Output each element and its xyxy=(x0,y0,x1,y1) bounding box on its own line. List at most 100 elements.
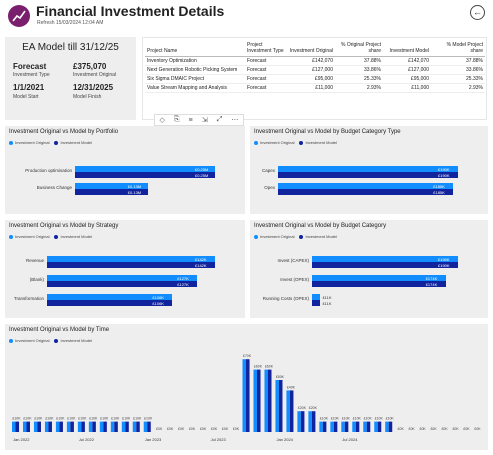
bar-original[interactable] xyxy=(312,294,321,300)
column-header[interactable]: Investment Model xyxy=(383,40,431,57)
time-bar-original[interactable] xyxy=(55,421,60,432)
back-arrow-icon[interactable]: ← xyxy=(470,5,485,20)
time-bar-original[interactable] xyxy=(110,421,115,432)
time-bar-model[interactable] xyxy=(257,369,261,432)
legend-item-model[interactable]: Investment Model xyxy=(54,234,92,239)
time-bar-model[interactable] xyxy=(289,390,294,432)
column-header[interactable]: % Original Project share xyxy=(335,40,383,57)
filter-icon[interactable]: ≡ xyxy=(188,116,193,124)
bar-model[interactable] xyxy=(312,281,446,287)
time-bar-model[interactable] xyxy=(59,421,63,432)
bar-original[interactable] xyxy=(47,256,215,262)
table-row[interactable]: Next Generation Robotic Picking System Fo… xyxy=(145,65,485,75)
time-bar-original[interactable] xyxy=(77,421,82,432)
copy-icon[interactable]: ⎘ xyxy=(173,116,180,123)
bar-model[interactable] xyxy=(47,300,173,306)
legend-item-model[interactable]: Investment Model xyxy=(299,140,337,145)
time-bar-original[interactable] xyxy=(374,421,378,432)
time-bar-model[interactable] xyxy=(355,421,360,432)
bar-model[interactable] xyxy=(278,172,458,178)
time-bar-model[interactable] xyxy=(366,421,371,432)
time-bar-original[interactable] xyxy=(99,421,104,432)
time-bar-original[interactable] xyxy=(352,421,356,432)
time-bar-model[interactable] xyxy=(70,421,74,432)
time-bar-original[interactable] xyxy=(286,390,290,432)
legend-item-original[interactable]: Investment Original xyxy=(9,140,49,145)
time-bar-model[interactable] xyxy=(26,421,31,432)
time-bar-model[interactable] xyxy=(103,421,107,432)
time-bar-model[interactable] xyxy=(37,421,41,432)
export-icon[interactable]: ⇲ xyxy=(201,117,208,124)
time-bar-model[interactable] xyxy=(300,411,305,432)
time-bar-original[interactable] xyxy=(242,359,247,432)
time-bar-model[interactable] xyxy=(377,421,382,432)
time-bar-original[interactable] xyxy=(44,421,49,432)
bar-model[interactable] xyxy=(312,300,321,306)
time-bar-original[interactable] xyxy=(308,411,312,432)
legend-item-model[interactable]: Investment Model xyxy=(299,234,337,239)
time-bar-model[interactable] xyxy=(114,421,118,432)
time-bar-model[interactable] xyxy=(92,421,96,432)
time-bar-model[interactable] xyxy=(125,421,129,432)
bar-original[interactable] xyxy=(47,275,198,281)
legend-item-original[interactable]: Investment Original xyxy=(9,338,49,343)
time-bar-model[interactable] xyxy=(81,421,85,432)
time-bar-original[interactable] xyxy=(66,421,71,432)
time-bar-original[interactable] xyxy=(319,421,323,432)
time-bar-model[interactable] xyxy=(278,380,283,432)
legend-item-original[interactable]: Investment Original xyxy=(254,234,294,239)
bar-original[interactable] xyxy=(75,166,215,172)
bar-original[interactable] xyxy=(278,183,454,189)
bar-original[interactable] xyxy=(278,166,458,172)
time-bar-original[interactable] xyxy=(264,369,268,432)
time-bar-model[interactable] xyxy=(311,411,316,432)
bar-original[interactable] xyxy=(75,183,148,189)
time-bar-model[interactable] xyxy=(48,421,52,432)
bar-model[interactable] xyxy=(47,281,198,287)
bar-model[interactable] xyxy=(312,262,458,268)
column-header[interactable]: % Model Project share xyxy=(431,40,485,57)
time-bar-original[interactable] xyxy=(143,421,148,432)
time-bar-original[interactable] xyxy=(363,421,367,432)
bar-model[interactable] xyxy=(75,189,148,195)
table-row[interactable]: Six Sigma DMAIC Project Forecast £95,000 25… xyxy=(145,74,485,84)
table-row[interactable]: Value Stream Mapping and Analysis Forecas… xyxy=(145,83,485,93)
time-bar-original[interactable] xyxy=(22,421,27,432)
pin-icon[interactable]: ◇ xyxy=(159,117,165,124)
time-bar-original[interactable] xyxy=(341,421,345,432)
column-header[interactable]: Investment Original xyxy=(287,40,335,57)
time-bar-model[interactable] xyxy=(246,359,250,432)
time-bar-original[interactable] xyxy=(275,380,279,432)
time-bar-original[interactable] xyxy=(121,421,126,432)
time-bar-model[interactable] xyxy=(15,421,20,432)
bar-model[interactable] xyxy=(75,172,215,178)
bar-model[interactable] xyxy=(278,189,454,195)
column-header[interactable]: Project Investment Type xyxy=(245,40,287,57)
bar-original[interactable] xyxy=(312,275,446,281)
time-bar-original[interactable] xyxy=(132,421,137,432)
time-bar-model[interactable] xyxy=(267,369,272,432)
more-options-icon[interactable]: ⋯ xyxy=(231,117,239,124)
time-bar-original[interactable] xyxy=(385,421,389,432)
legend-item-original[interactable]: Investment Original xyxy=(9,234,49,239)
time-bar-original[interactable] xyxy=(12,421,16,432)
bar-original[interactable] xyxy=(47,294,173,300)
time-bar-model[interactable] xyxy=(388,421,393,432)
time-bar-original[interactable] xyxy=(88,421,93,432)
time-bar-original[interactable] xyxy=(297,411,301,432)
legend-item-model[interactable]: Investment Model xyxy=(54,140,92,145)
table-row[interactable]: Inventory Optimization Forecast £142,070 37… xyxy=(145,56,485,66)
time-bar-original[interactable] xyxy=(253,369,258,432)
legend-item-original[interactable]: Investment Original xyxy=(254,140,294,145)
bar-model[interactable] xyxy=(47,262,215,268)
time-bar-model[interactable] xyxy=(147,421,151,432)
time-bar-original[interactable] xyxy=(33,421,38,432)
time-bar-model[interactable] xyxy=(136,421,140,432)
time-bar-model[interactable] xyxy=(322,421,327,432)
column-header[interactable]: Project Name xyxy=(145,40,245,57)
bar-original[interactable] xyxy=(312,256,458,262)
time-bar-model[interactable] xyxy=(333,421,338,432)
time-bar-original[interactable] xyxy=(330,421,334,432)
legend-item-model[interactable]: Investment Model xyxy=(54,338,92,343)
time-bar-model[interactable] xyxy=(344,421,349,432)
